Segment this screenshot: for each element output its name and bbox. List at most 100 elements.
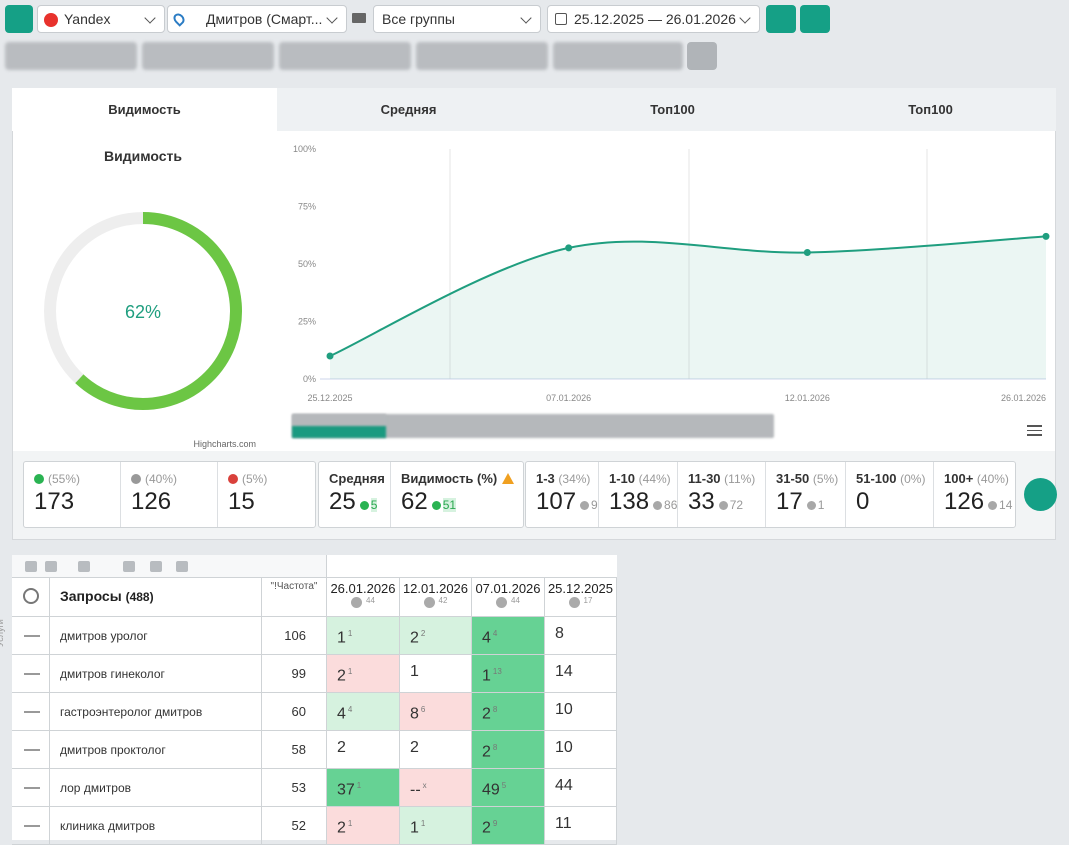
- stat-icon: [131, 474, 141, 484]
- position-delta: 9: [492, 819, 498, 828]
- toolbar-icon[interactable]: [176, 561, 188, 572]
- stat-number: 25: [329, 488, 356, 515]
- stat-value: 0: [856, 488, 933, 516]
- tab[interactable]: Топ100: [805, 88, 1056, 131]
- stat-cell: Видимость (%) 62 51: [391, 462, 525, 527]
- stat-number: 126: [944, 488, 985, 515]
- stat-label: 100+ (40%): [944, 471, 1017, 486]
- stat-number: 0: [856, 488, 870, 515]
- stat-icon: [580, 501, 590, 510]
- settings-button[interactable]: [766, 5, 796, 33]
- toolbar-icon[interactable]: [150, 561, 162, 572]
- column-count-row: 44: [327, 596, 399, 609]
- dash-icon: [24, 825, 40, 827]
- column-icon: [423, 597, 435, 608]
- row-toggle[interactable]: [12, 617, 50, 655]
- y-tick-label: 50%: [298, 259, 316, 269]
- position: 49: [482, 781, 500, 799]
- toolbar-icon[interactable]: [78, 561, 90, 572]
- position-delta: 13: [492, 667, 502, 676]
- filter-chip[interactable]: [416, 42, 548, 70]
- stat-label: 51-100 (0%): [856, 471, 933, 486]
- y-tick-label: 100%: [293, 144, 316, 154]
- stat-value: 107 9: [536, 488, 598, 516]
- position-cell: 1: [400, 655, 472, 693]
- toolbar-icon[interactable]: [25, 561, 37, 572]
- stat-box: Средняя 25 5 Видимость (%) 62 51: [318, 461, 524, 528]
- row-toggle[interactable]: [12, 807, 50, 845]
- group-select[interactable]: Все группы: [373, 5, 541, 33]
- row-toggle[interactable]: [12, 693, 50, 731]
- export-button[interactable]: [800, 5, 830, 33]
- position-delta: 1: [356, 781, 362, 790]
- region-name: Дмитров (Смарт...: [206, 11, 323, 27]
- row-toggle[interactable]: [12, 769, 50, 807]
- date-select[interactable]: 25.12.2025 — 26.01.2026: [547, 5, 760, 33]
- folder-icon: [352, 13, 366, 23]
- engine-select[interactable]: Yandex: [37, 5, 165, 33]
- freq-header: "!Частота": [262, 578, 327, 617]
- position-cell: -- x: [400, 769, 472, 807]
- region-select[interactable]: Дмитров (Смарт...: [167, 5, 347, 33]
- range-pct: (40%): [976, 472, 1009, 486]
- stat-delta: 14: [999, 498, 1013, 512]
- toolbar-icon[interactable]: [123, 561, 135, 572]
- filter-chip[interactable]: [553, 42, 683, 70]
- stat-pct: (55%): [48, 472, 81, 486]
- query: дмитров уролог: [50, 617, 262, 655]
- refresh-button[interactable]: [5, 5, 33, 33]
- stat-label: 1-10 (44%): [609, 471, 677, 486]
- scroll-up-button[interactable]: [1024, 478, 1057, 511]
- chart-menu[interactable]: [1027, 425, 1042, 436]
- stat-cell: (5%) 15: [218, 462, 315, 527]
- column-count-row: 44: [472, 596, 544, 609]
- range-label: 51-100: [856, 471, 897, 486]
- column-count-row: 17: [545, 596, 616, 609]
- position: 2: [410, 629, 419, 647]
- target-icon: [23, 588, 39, 604]
- filter-chip[interactable]: [279, 42, 411, 70]
- query-title: Запросы: [60, 588, 122, 604]
- range-pct: (44%): [638, 472, 671, 486]
- tab[interactable]: Средняя: [277, 88, 540, 131]
- date-header: 12.01.2026 42: [400, 578, 472, 617]
- column-date: 26.01.2026: [330, 581, 396, 596]
- stat-delta: 5: [370, 498, 378, 512]
- position-delta: 5: [501, 781, 507, 790]
- position: 2: [482, 819, 491, 837]
- row-toggle[interactable]: [12, 731, 50, 769]
- warning-icon: [502, 473, 515, 484]
- tab[interactable]: Видимость: [12, 88, 277, 131]
- column-count: 42: [438, 596, 448, 605]
- column-count: 44: [366, 596, 375, 605]
- flag-button[interactable]: [687, 42, 717, 70]
- tab[interactable]: Топ100: [540, 88, 805, 131]
- range-label: 11-30: [688, 471, 721, 486]
- stat-label: (55%): [34, 471, 120, 486]
- frequency: 106: [262, 617, 327, 655]
- toolbar-icon[interactable]: [45, 561, 57, 572]
- engine-name: Yandex: [64, 11, 111, 27]
- charts: Видимость 62% 0% 25% 50% 75% 100% 25.12.2025 07.…: [44, 144, 1050, 449]
- frequency: 99: [262, 655, 327, 693]
- stat-box: 1-3 (34%) 107 9 1-10 (44%) 138 86 11-30 (11%) 3…: [525, 461, 1016, 528]
- stat-label: Средняя: [329, 471, 385, 486]
- range-label: 1-3: [536, 471, 555, 486]
- filter-chip[interactable]: [5, 42, 137, 70]
- column-date: 25.12.2025: [547, 581, 614, 596]
- row-toggle[interactable]: [12, 655, 50, 693]
- filter-chip[interactable]: [142, 42, 274, 70]
- position-delta: 1: [347, 819, 353, 828]
- stat-value: 126: [131, 488, 172, 515]
- position-cell: 1 13: [472, 655, 545, 693]
- dash-icon: [24, 673, 40, 675]
- stat-icon: [228, 474, 238, 484]
- query: дмитров гинеколог: [50, 655, 262, 693]
- stat-box: (55%) 173 (40%) 126 (5%) 15: [23, 461, 316, 528]
- position-cell: 8: [545, 617, 617, 655]
